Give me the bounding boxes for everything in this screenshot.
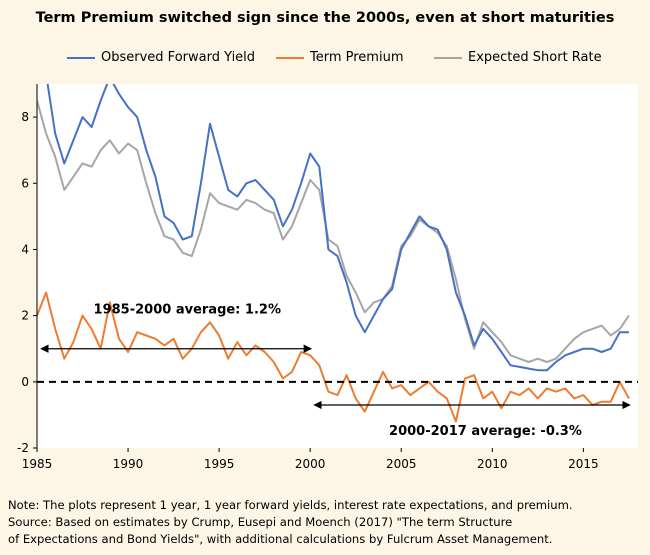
y-axis: -2 0 2 4 6 8 <box>17 110 37 455</box>
chart-title: Term Premium switched sign since the 200… <box>35 10 615 26</box>
x-tick-label: 2010 <box>477 457 508 471</box>
x-tick-label: 1985 <box>22 457 53 471</box>
average-label: 1985-2000 average: 1.2% <box>94 303 281 318</box>
x-tick-label: 1995 <box>204 457 235 471</box>
y-tick-label: 0 <box>21 375 29 389</box>
y-tick-label: 6 <box>21 176 29 190</box>
y-tick-label: 2 <box>21 309 29 323</box>
average-label: 2000-2017 average: -0.3% <box>389 424 582 439</box>
series-line-observed-forward-yield <box>46 84 629 372</box>
x-tick-label: 2005 <box>386 457 417 471</box>
legend-swatch-orange <box>276 56 304 59</box>
x-tick-label: 1990 <box>113 457 144 471</box>
legend-label: Term Premium <box>310 50 404 65</box>
plot-area <box>37 84 638 448</box>
legend-item-term-premium: Term Premium <box>276 50 404 65</box>
series-group <box>37 84 630 423</box>
chart-svg: -2 0 2 4 6 8 1985 1990 1995 2000 2005 2010 2015 198… <box>17 84 638 471</box>
y-tick-label: 8 <box>21 110 29 124</box>
x-tick-label: 2000 <box>295 457 326 471</box>
y-tick-label: -2 <box>17 441 29 455</box>
series-line-expected-short-rate <box>37 100 630 363</box>
x-axis: 1985 1990 1995 2000 2005 2010 2015 <box>22 448 599 471</box>
legend-swatch-gray <box>434 56 462 59</box>
legend-label: Observed Forward Yield <box>101 50 256 65</box>
legend-item-expected-short-rate: Expected Short Rate <box>434 50 602 65</box>
note-line: of Expectations and Bond Yields", with a… <box>8 532 553 546</box>
note-line: Note: The plots represent 1 year, 1 year… <box>8 498 573 512</box>
series-line-term-premium <box>37 291 630 423</box>
average-annotations: 1985-2000 average: 1.2% 2000-2017 average… <box>40 303 631 439</box>
note-line: Source: Based on estimates by Crump, Eus… <box>8 515 513 529</box>
legend-item-observed-forward-yield: Observed Forward Yield <box>67 50 255 65</box>
x-tick-label: 2015 <box>568 457 599 471</box>
legend-label: Expected Short Rate <box>468 50 602 65</box>
footnote: Note: The plots represent 1 year, 1 year… <box>8 497 648 548</box>
legend: Observed Forward Yield Term Premium Expe… <box>0 50 650 70</box>
y-tick-label: 4 <box>21 242 29 256</box>
legend-swatch-blue <box>67 56 95 59</box>
